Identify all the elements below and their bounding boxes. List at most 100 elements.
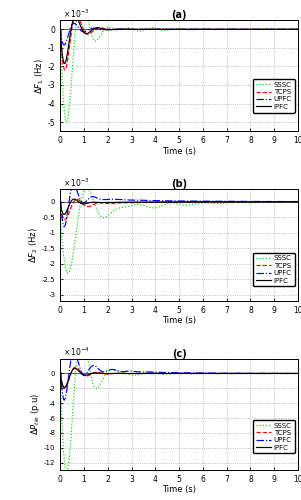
TCPS — [201, 26, 205, 32]
SSSC — [201, 370, 205, 376]
UPFC — [296, 198, 300, 204]
SSSC — [236, 200, 240, 205]
X-axis label: Time (s): Time (s) — [162, 146, 196, 156]
TCPS — [58, 198, 62, 204]
IPFC — [102, 370, 105, 376]
IPFC — [74, 14, 77, 20]
IPFC — [58, 26, 62, 32]
TCPS — [149, 200, 153, 205]
SSSC — [65, 470, 68, 476]
TCPS — [102, 26, 105, 32]
IPFC — [58, 198, 62, 204]
Title: (c): (c) — [172, 348, 187, 358]
UPFC — [102, 26, 105, 32]
Y-axis label: $\Delta F_2$ (Hz): $\Delta F_2$ (Hz) — [28, 227, 40, 263]
UPFC — [102, 196, 105, 202]
SSSC — [58, 26, 62, 32]
Line: SSSC: SSSC — [60, 188, 298, 274]
TCPS — [63, 67, 67, 73]
IPFC — [254, 370, 258, 376]
IPFC — [236, 199, 240, 205]
TCPS — [254, 26, 258, 32]
IPFC — [296, 198, 300, 204]
SSSC — [213, 26, 217, 32]
Line: IPFC: IPFC — [60, 199, 298, 214]
UPFC — [213, 198, 217, 204]
UPFC — [213, 26, 217, 32]
IPFC — [149, 26, 153, 32]
UPFC — [254, 26, 258, 32]
TCPS — [213, 26, 217, 32]
IPFC — [149, 370, 153, 376]
SSSC — [65, 119, 68, 125]
IPFC — [63, 60, 67, 66]
IPFC — [201, 199, 205, 205]
SSSC — [236, 370, 240, 376]
TCPS — [58, 26, 62, 32]
SSSC — [296, 370, 300, 376]
Title: (a): (a) — [171, 10, 187, 20]
Line: TCPS: TCPS — [60, 14, 298, 70]
SSSC — [254, 370, 258, 376]
SSSC — [213, 370, 217, 376]
TCPS — [236, 199, 240, 205]
TCPS — [254, 199, 258, 205]
SSSC — [296, 26, 300, 32]
UPFC — [254, 198, 258, 204]
UPFC — [296, 26, 300, 32]
TCPS — [201, 370, 205, 376]
IPFC — [58, 370, 62, 376]
TCPS — [296, 198, 300, 204]
Line: IPFC: IPFC — [60, 368, 298, 388]
TCPS — [254, 370, 258, 376]
UPFC — [236, 370, 240, 376]
SSSC — [85, 184, 88, 190]
IPFC — [213, 26, 217, 32]
TCPS — [102, 200, 105, 206]
UPFC — [62, 42, 66, 48]
SSSC — [236, 26, 240, 32]
SSSC — [254, 200, 258, 205]
UPFC — [149, 26, 153, 32]
SSSC — [102, 214, 105, 220]
SSSC — [102, 375, 105, 381]
UPFC — [201, 370, 205, 376]
Line: UPFC: UPFC — [60, 352, 298, 400]
Text: $\times\,10^{-4}$: $\times\,10^{-4}$ — [63, 346, 89, 358]
SSSC — [254, 26, 258, 32]
SSSC — [66, 270, 70, 276]
UPFC — [149, 369, 153, 375]
X-axis label: Time (s): Time (s) — [162, 485, 196, 494]
UPFC — [236, 198, 240, 204]
SSSC — [102, 28, 105, 34]
UPFC — [58, 198, 62, 204]
TCPS — [75, 196, 79, 202]
IPFC — [236, 370, 240, 376]
TCPS — [296, 370, 300, 376]
IPFC — [102, 26, 105, 32]
IPFC — [149, 199, 153, 205]
Y-axis label: $\Delta F_1$ (Hz): $\Delta F_1$ (Hz) — [34, 58, 46, 94]
UPFC — [58, 26, 62, 32]
Line: SSSC: SSSC — [60, 0, 298, 122]
Title: (b): (b) — [171, 180, 187, 190]
UPFC — [58, 370, 62, 376]
Line: IPFC: IPFC — [60, 17, 298, 64]
IPFC — [72, 196, 76, 202]
TCPS — [102, 370, 105, 376]
Y-axis label: $\Delta P_{tie}$ (p.u): $\Delta P_{tie}$ (p.u) — [29, 393, 42, 436]
SSSC — [149, 369, 153, 375]
SSSC — [201, 26, 205, 32]
IPFC — [296, 26, 300, 32]
TCPS — [213, 199, 217, 205]
TCPS — [58, 370, 62, 376]
IPFC — [213, 370, 217, 376]
TCPS — [236, 370, 240, 376]
SSSC — [58, 198, 62, 204]
UPFC — [149, 198, 153, 203]
Legend: SSSC, TCPS, UPFC, IPFC: SSSC, TCPS, UPFC, IPFC — [253, 252, 294, 286]
SSSC — [296, 199, 300, 205]
UPFC — [296, 370, 300, 376]
Legend: SSSC, TCPS, UPFC, IPFC: SSSC, TCPS, UPFC, IPFC — [253, 420, 294, 454]
IPFC — [201, 26, 205, 32]
